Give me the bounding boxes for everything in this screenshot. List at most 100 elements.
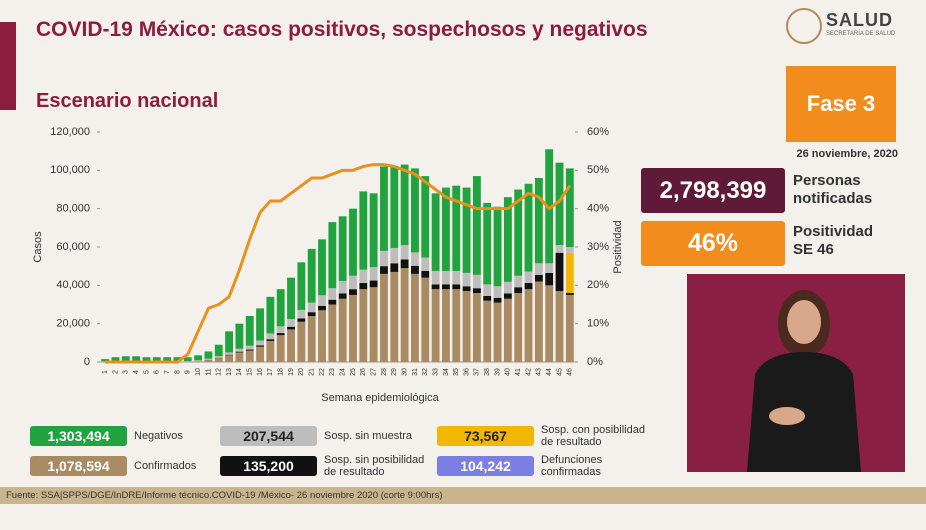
x-tick-label: 13 [226, 368, 233, 376]
bar-segment [349, 208, 357, 276]
bar-segment [245, 350, 254, 362]
bar-segment [411, 265, 419, 274]
bar-segment [442, 187, 450, 271]
bar-segment [225, 354, 233, 356]
bar-segment [400, 164, 409, 246]
bar-segment [359, 269, 368, 284]
legend-label: Defunciones confirmadas [541, 454, 603, 478]
subtitle: Escenario nacional [36, 90, 219, 112]
bar-segment [390, 271, 399, 362]
x-tick-label: 46 [567, 368, 574, 376]
x-tick-label: 1 [102, 370, 109, 374]
notified-label: Personas notificadas [793, 172, 873, 207]
bar-segment [266, 296, 275, 334]
face [787, 300, 821, 344]
bar-segment [256, 345, 264, 347]
bar-segment [194, 361, 203, 362]
x-tick-label: 5 [143, 370, 150, 374]
bar-segment [431, 270, 440, 285]
bar-segment [204, 358, 213, 360]
bar-segment [421, 270, 430, 278]
bar-segment [369, 280, 378, 288]
bar-segment [380, 273, 388, 362]
x-tick-label: 9 [185, 370, 192, 374]
legend-label: Sosp. sin posibilidad de resultado [324, 454, 425, 478]
bar-segment [338, 293, 347, 299]
bar-segment [545, 263, 554, 273]
bar-segment [472, 293, 481, 362]
bar-segment [514, 275, 523, 288]
bar-segment [214, 358, 223, 362]
bar-segment [328, 288, 337, 300]
chart: Semana epidemiológica Casos Positividad … [32, 126, 624, 404]
bar-segment [452, 284, 461, 290]
x-tick-label: 34 [443, 368, 450, 376]
hands [769, 407, 805, 425]
x-tick-label: 6 [154, 370, 161, 374]
bar-segment [194, 360, 203, 362]
x-tick-label: 22 [319, 368, 326, 376]
bar-segment [256, 308, 264, 341]
bar-segment [380, 166, 388, 251]
bar-segment [287, 329, 295, 362]
x-tick-label: 12 [216, 368, 223, 376]
bar-segment [555, 162, 564, 246]
x-tick-label: 26 [360, 368, 367, 376]
bar-segment [503, 197, 512, 282]
bar-segment [307, 302, 316, 313]
bar-segment [359, 191, 368, 270]
bar-segment [442, 284, 450, 290]
bar-segment [514, 293, 523, 362]
bar-segment [390, 263, 399, 272]
notified-value: 2,798,399 [641, 168, 785, 213]
bar-segment [524, 289, 533, 362]
bar-segment [514, 287, 523, 293]
bar-segment [328, 304, 337, 362]
bar-segment [204, 360, 213, 362]
bar-segment [204, 351, 213, 359]
bar-segment [338, 216, 347, 281]
bar-segment [338, 280, 347, 294]
tick-label: 0 [84, 356, 90, 368]
x-tick-label: 15 [247, 368, 254, 376]
x-tick-label: 43 [536, 368, 543, 376]
logo: SALUD [826, 10, 893, 30]
legend-label: Sosp. con posibilidad de resultado [541, 424, 645, 448]
bar-segment [359, 289, 368, 362]
legend-total: 1,303,494 [30, 426, 127, 446]
bar-segment [431, 284, 440, 290]
bar-segment [276, 335, 285, 362]
footer-bar [0, 487, 926, 504]
bar-segment [276, 289, 285, 327]
bar-segment [545, 272, 554, 286]
bar-segment [287, 326, 295, 330]
bar-segment [524, 283, 533, 290]
bar-segment [245, 349, 254, 351]
bar-segment [545, 149, 554, 264]
bar-segment [307, 316, 316, 362]
x-tick-label: 41 [515, 368, 522, 376]
body [747, 352, 861, 472]
bar-segment [431, 289, 440, 362]
bar-segment [297, 262, 306, 310]
bar-segment [411, 168, 419, 253]
bar-segment [400, 259, 409, 269]
bar-segment [142, 357, 151, 362]
bar-segment [276, 326, 285, 334]
bar-segment [101, 359, 110, 362]
bar-segment [121, 356, 130, 362]
bar-segment [493, 302, 502, 362]
bar-segment [287, 277, 295, 320]
interpreter-video [687, 274, 905, 472]
x-tick-label: 44 [546, 368, 553, 376]
x-tick-label: 21 [309, 368, 316, 376]
legend-total: 104,242 [437, 456, 534, 476]
bar-segment [256, 346, 264, 362]
bar-segment [534, 178, 543, 264]
x-tick-label: 7 [164, 370, 171, 374]
tick-label: 10% [587, 318, 609, 330]
bar-segment [318, 310, 326, 362]
bar-segment [318, 305, 326, 311]
bar-segment [545, 285, 554, 362]
